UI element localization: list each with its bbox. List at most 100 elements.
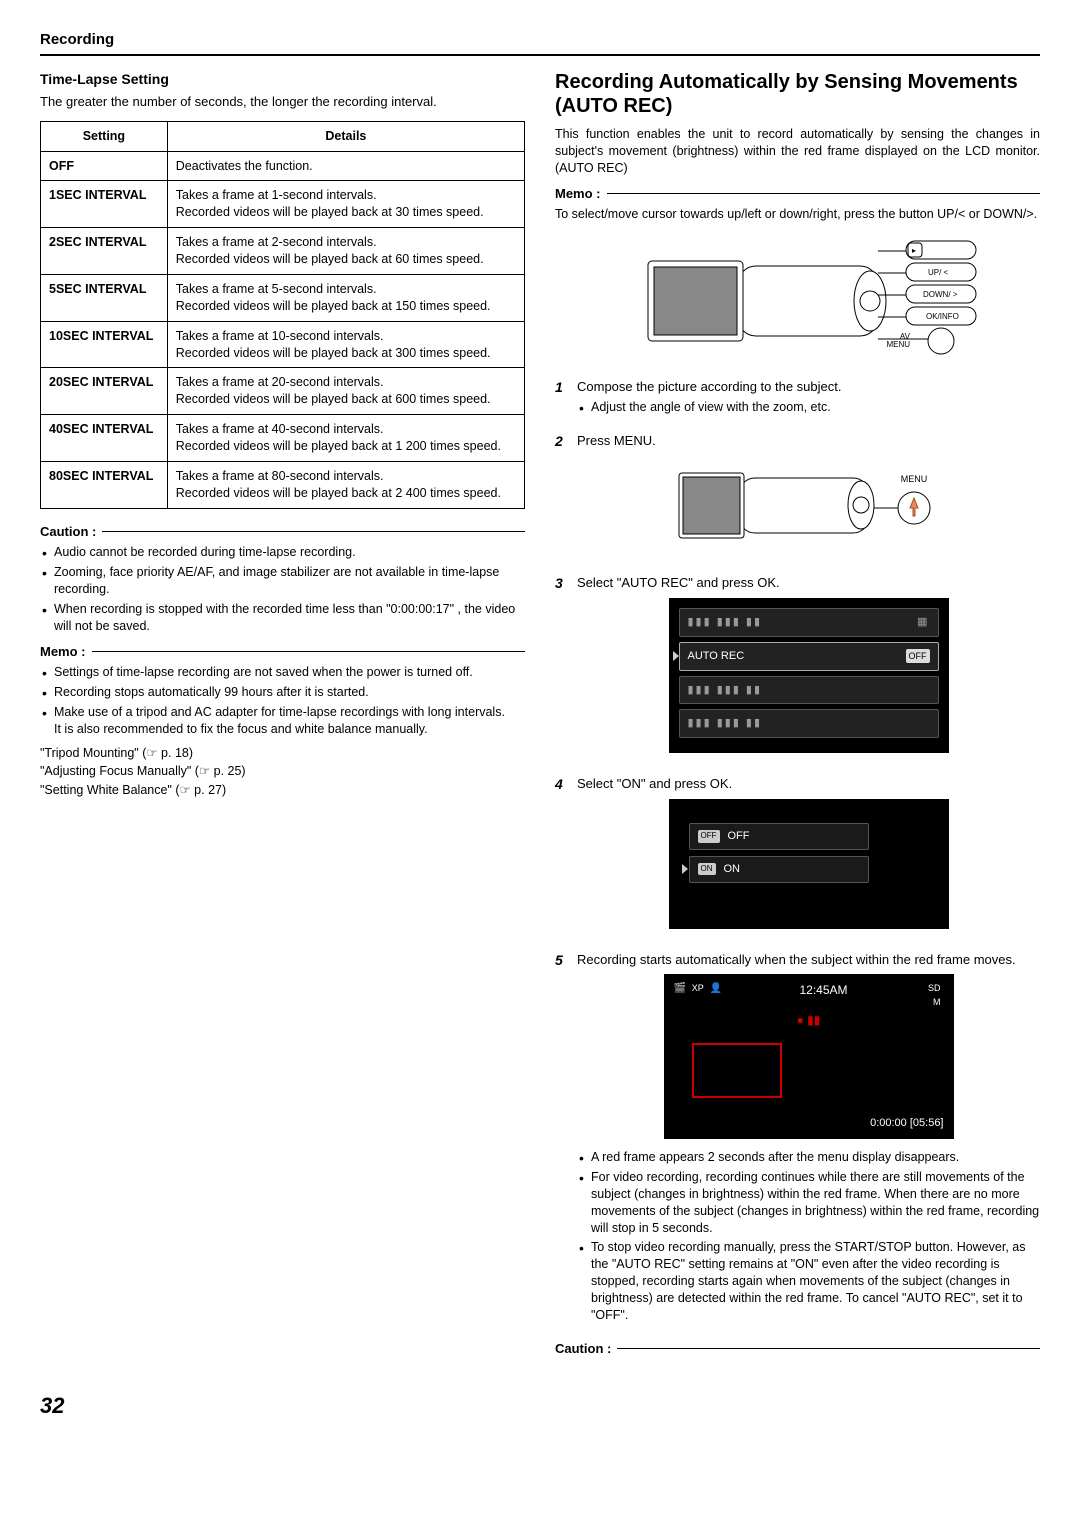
reference-line: "Adjusting Focus Manually" (☞ p. 25) — [40, 762, 525, 781]
right-column: Recording Automatically by Sensing Movem… — [555, 70, 1040, 1361]
table-row: 20SEC INTERVALTakes a frame at 20-second… — [41, 368, 525, 415]
svg-text:OK/INFO: OK/INFO — [926, 312, 959, 321]
setting-detail: Takes a frame at 10-second intervals. Re… — [167, 321, 524, 368]
caution-label: Caution : — [40, 523, 96, 541]
menu-row-dim: ▮▮▮ ▮▮▮ ▮▮▦ — [679, 608, 939, 637]
menu-row-dim: ▮▮▮ ▮▮▮ ▮▮ — [679, 676, 939, 705]
steps-list: 1 Compose the picture according to the s… — [555, 378, 1040, 1330]
caution-heading: Caution : — [40, 523, 525, 541]
sd-badge: SD — [925, 983, 944, 995]
svg-text:MENU: MENU — [900, 474, 927, 484]
setting-name: 40SEC INTERVAL — [41, 415, 168, 462]
page-header: Recording — [40, 30, 1040, 56]
right-memo-label: Memo : — [555, 185, 601, 203]
m-badge: M — [930, 997, 944, 1009]
menu-row-autorec: AUTO REC OFF — [679, 642, 939, 671]
pause-icon: ● ▮▮ — [797, 1013, 821, 1027]
list-item: When recording is stopped with the recor… — [40, 601, 525, 635]
setting-name: 20SEC INTERVAL — [41, 368, 168, 415]
list-item: A red frame appears 2 seconds after the … — [577, 1149, 1040, 1166]
setting-name: 10SEC INTERVAL — [41, 321, 168, 368]
reference-line: "Setting White Balance" (☞ p. 27) — [40, 781, 525, 800]
step-text: Recording starts automatically when the … — [577, 952, 1016, 967]
autorec-title: Recording Automatically by Sensing Movem… — [555, 70, 1040, 118]
setting-detail: Takes a frame at 40-second intervals. Re… — [167, 415, 524, 462]
table-row: 5SEC INTERVALTakes a frame at 5-second i… — [41, 274, 525, 321]
right-memo-heading: Memo : — [555, 185, 1040, 203]
step-sub: Adjust the angle of view with the zoom, … — [577, 399, 1040, 416]
svg-text:▸: ▸ — [912, 246, 916, 255]
right-memo-text: To select/move cursor towards up/left or… — [555, 206, 1040, 223]
menu-label: AUTO REC — [688, 649, 745, 664]
list-item: Make use of a tripod and AC adapter for … — [40, 704, 525, 738]
svg-text:MENU: MENU — [886, 340, 910, 349]
step-text: Select "AUTO REC" and press OK. — [577, 575, 780, 590]
svg-text:UP/ <: UP/ < — [928, 268, 949, 277]
rec-left-icons: 🎬 XP 👤 — [674, 982, 722, 1010]
memo-heading: Memo : — [40, 643, 525, 661]
right-caution-label: Caution : — [555, 1340, 611, 1358]
reference-line: "Tripod Mounting" (☞ p. 18) — [40, 744, 525, 763]
list-item: Recording stops automatically 99 hours a… — [40, 684, 525, 701]
cross-references: "Tripod Mounting" (☞ p. 18)"Adjusting Fo… — [40, 744, 525, 800]
onoff-on: ON ON — [689, 856, 869, 883]
step-number: 2 — [555, 432, 577, 564]
menu-row-dim: ▮▮▮ ▮▮▮ ▮▮ — [679, 709, 939, 738]
xp-badge: XP — [689, 983, 707, 995]
svg-text:DOWN/ >: DOWN/ > — [923, 290, 958, 299]
step-3: 3 Select "AUTO REC" and press OK. ▮▮▮ ▮▮… — [555, 574, 1040, 765]
left-column: Time-Lapse Setting The greater the numbe… — [40, 70, 525, 1361]
table-row: 80SEC INTERVALTakes a frame at 80-second… — [41, 461, 525, 508]
memo-list: Settings of time-lapse recording are not… — [40, 664, 525, 738]
table-row: 2SEC INTERVALTakes a frame at 2-second i… — [41, 228, 525, 275]
setting-name: 1SEC INTERVAL — [41, 181, 168, 228]
on-tag: ON — [698, 863, 716, 876]
table-row: 10SEC INTERVALTakes a frame at 10-second… — [41, 321, 525, 368]
step-4: 4 Select "ON" and press OK. OFF OFF ON O… — [555, 775, 1040, 940]
memo-label: Memo : — [40, 643, 86, 661]
setting-detail: Deactivates the function. — [167, 151, 524, 181]
right-caution-heading: Caution : — [555, 1340, 1040, 1358]
list-item: Settings of time-lapse recording are not… — [40, 664, 525, 681]
on-label: ON — [724, 862, 741, 877]
rec-screen: 🎬 XP 👤 12:45AM SD M ● ▮▮ 0:00:00 [05:56] — [664, 974, 954, 1139]
setting-detail: Takes a frame at 80-second intervals. Re… — [167, 461, 524, 508]
step-number: 5 — [555, 951, 577, 1330]
timelapse-intro: The greater the number of seconds, the l… — [40, 93, 525, 111]
step-text: Press MENU. — [577, 433, 656, 448]
setting-detail: Takes a frame at 1-second intervals. Rec… — [167, 181, 524, 228]
camcorder-illustration: ▸ UP/ < DOWN/ > OK/INFO AV MENU — [555, 231, 1040, 366]
autorec-desc: This function enables the unit to record… — [555, 126, 1040, 177]
camcorder-menu-illustration: MENU — [577, 458, 1040, 553]
setting-detail: Takes a frame at 5-second intervals. Rec… — [167, 274, 524, 321]
caution-list: Audio cannot be recorded during time-lap… — [40, 544, 525, 634]
off-label: OFF — [728, 829, 750, 844]
final-bullets: A red frame appears 2 seconds after the … — [577, 1149, 1040, 1324]
off-tag: OFF — [698, 830, 720, 843]
setting-name: 2SEC INTERVAL — [41, 228, 168, 275]
rec-right-icons: SD M — [925, 982, 944, 1010]
step-number: 3 — [555, 574, 577, 765]
list-item: To stop video recording manually, press … — [577, 1239, 1040, 1323]
setting-name: 5SEC INTERVAL — [41, 274, 168, 321]
red-frame — [692, 1043, 782, 1098]
th-setting: Setting — [41, 121, 168, 151]
rec-clock: 12:45AM — [799, 982, 847, 1010]
onoff-screen: OFF OFF ON ON — [669, 799, 949, 929]
menu-screen: ▮▮▮ ▮▮▮ ▮▮▦ AUTO REC OFF ▮▮▮ ▮▮▮ ▮▮ ▮▮▮ … — [669, 598, 949, 753]
onoff-off: OFF OFF — [689, 823, 869, 850]
step-1: 1 Compose the picture according to the s… — [555, 378, 1040, 422]
step-5: 5 Recording starts automatically when th… — [555, 951, 1040, 1330]
setting-name: OFF — [41, 151, 168, 181]
th-details: Details — [167, 121, 524, 151]
menu-tag: OFF — [906, 649, 930, 663]
step-text: Select "ON" and press OK. — [577, 776, 732, 791]
step-2: 2 Press MENU. MENU — [555, 432, 1040, 564]
step-text: Compose the picture according to the sub… — [577, 379, 841, 394]
table-row: 40SEC INTERVALTakes a frame at 40-second… — [41, 415, 525, 462]
setting-detail: Takes a frame at 2-second intervals. Rec… — [167, 228, 524, 275]
step-number: 1 — [555, 378, 577, 422]
step-number: 4 — [555, 775, 577, 940]
table-row: 1SEC INTERVALTakes a frame at 1-second i… — [41, 181, 525, 228]
setting-name: 80SEC INTERVAL — [41, 461, 168, 508]
